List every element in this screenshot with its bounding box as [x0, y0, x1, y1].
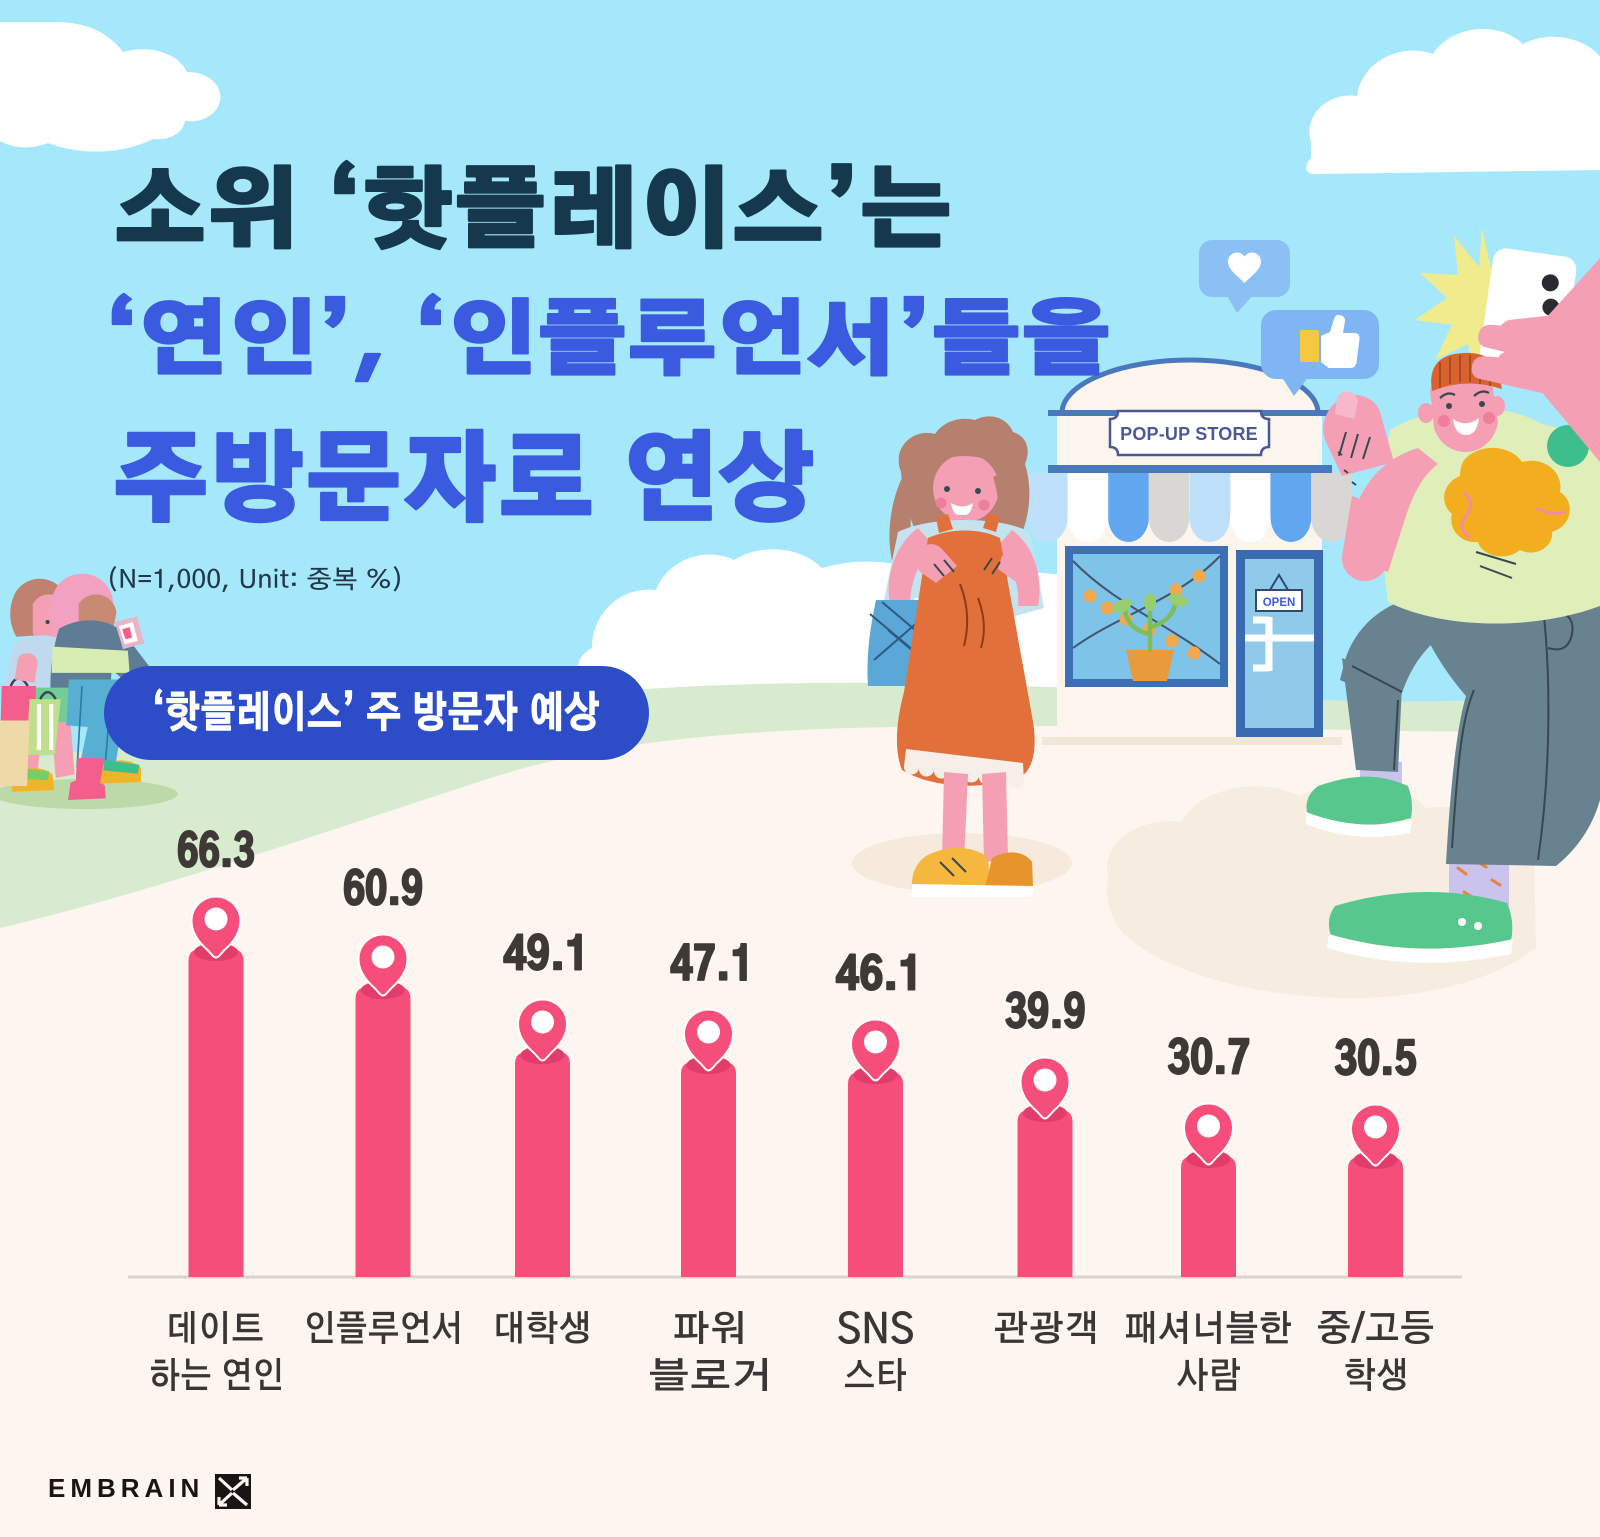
svg-text:POP-UP STORE: POP-UP STORE: [1120, 424, 1258, 444]
svg-text:OPEN: OPEN: [1263, 597, 1296, 609]
svg-text:EMBRAIN: EMBRAIN: [48, 1473, 204, 1503]
